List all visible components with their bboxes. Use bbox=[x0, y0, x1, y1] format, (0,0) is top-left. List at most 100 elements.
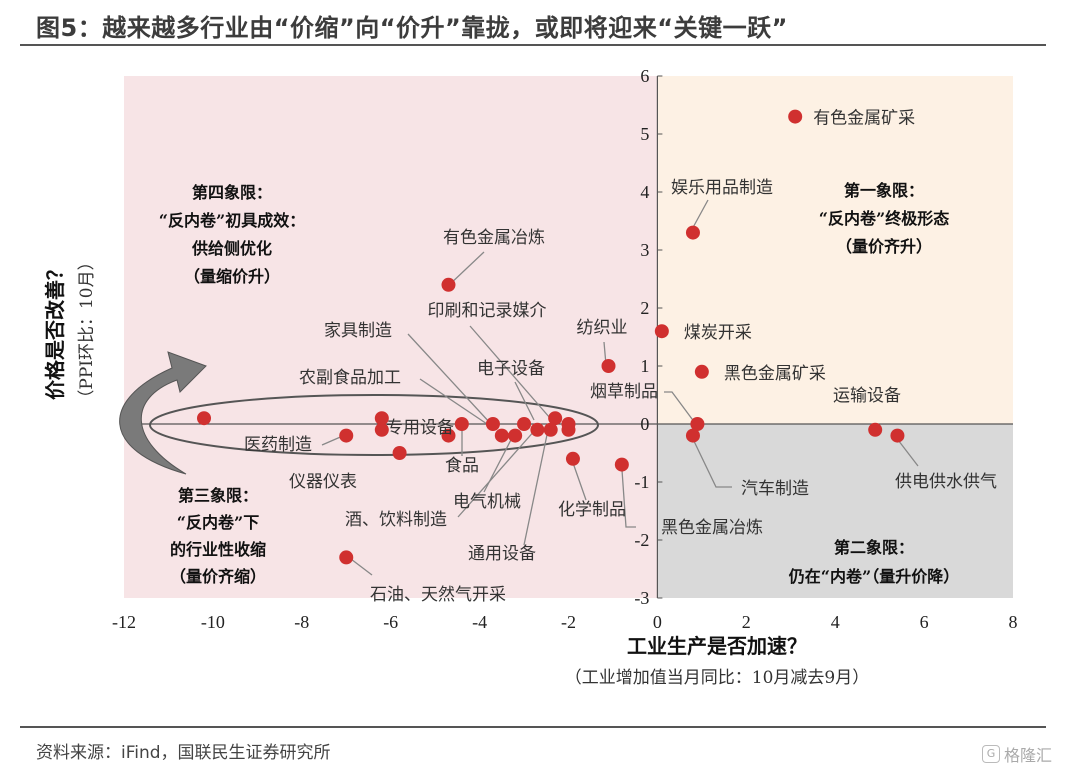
y-tick-label: 1 bbox=[640, 356, 649, 376]
x-tick-label: -12 bbox=[112, 612, 136, 632]
leader-line bbox=[571, 459, 587, 501]
leader-line bbox=[621, 469, 636, 528]
quadrant-2-label: 第二象限： 仍在“内卷”（量升价降） bbox=[788, 538, 959, 586]
quadrant-4-background bbox=[124, 76, 658, 424]
leader-line bbox=[469, 325, 551, 419]
data-points bbox=[197, 109, 905, 565]
title-rule bbox=[20, 44, 1046, 46]
leader-line bbox=[457, 428, 537, 518]
watermark-text: 格隆汇 bbox=[1003, 746, 1052, 765]
y-tick-label: -1 bbox=[634, 472, 649, 492]
x-tick-labels: -12 -10 -8 -6 -4 -2 0 2 4 6 8 bbox=[112, 612, 1018, 632]
data-point bbox=[543, 422, 558, 437]
quadrant-text-line: 第一象限： bbox=[844, 181, 924, 200]
quadrant-text-line: （量缩价升） bbox=[184, 267, 280, 286]
point-label: 煤炭开采 bbox=[684, 323, 752, 343]
quadrant-3-background bbox=[124, 424, 658, 598]
data-point bbox=[694, 364, 709, 379]
y-tick-label: 5 bbox=[640, 124, 649, 144]
data-point bbox=[392, 446, 407, 460]
data-point bbox=[197, 411, 212, 426]
point-label: 医药制造 bbox=[244, 435, 312, 455]
x-tick-label: -8 bbox=[294, 612, 309, 632]
data-point bbox=[374, 422, 389, 437]
x-tick-label: -2 bbox=[561, 612, 576, 632]
point-label: 食品 bbox=[445, 456, 479, 476]
quadrant-4-label: 第四象限： “反内卷”初具成效： 供给侧优化 （量缩价升） bbox=[159, 183, 305, 286]
y-tick-label: -3 bbox=[634, 588, 649, 608]
y-axis-subtitle: （PPI环比：10月） bbox=[77, 253, 97, 406]
quadrant-text-line: （量价齐升） bbox=[836, 237, 932, 256]
watermark-logo-icon: G bbox=[981, 745, 1000, 763]
x-tick-label: 8 bbox=[1009, 612, 1018, 632]
quadrant-text-line: 仍在“内卷”（量升价降） bbox=[788, 567, 959, 586]
data-point bbox=[614, 457, 629, 472]
x-tick-label: -10 bbox=[201, 612, 225, 632]
point-label: 农副食品加工 bbox=[299, 368, 401, 388]
x-tick-label: 6 bbox=[920, 612, 929, 632]
data-point bbox=[441, 277, 456, 292]
point-label: 家具制造 bbox=[324, 321, 392, 341]
data-point bbox=[565, 451, 580, 466]
data-point bbox=[517, 417, 532, 431]
leader-line bbox=[523, 429, 549, 546]
footer-rule bbox=[20, 726, 1046, 728]
point-label: 专用设备 bbox=[386, 418, 454, 438]
leader-line bbox=[691, 436, 732, 488]
y-tick-label: 3 bbox=[640, 240, 649, 260]
point-label: 电子设备 bbox=[477, 359, 545, 379]
x-axis-subtitle: （工业增加值当月同比：10月减去9月） bbox=[565, 668, 869, 688]
data-point bbox=[441, 428, 456, 443]
point-label: 电气机械 bbox=[453, 492, 521, 512]
data-point bbox=[548, 411, 563, 426]
data-point bbox=[454, 417, 469, 431]
curved-arrow-icon bbox=[119, 351, 207, 475]
y-axis-title: 价格是否改善？ bbox=[43, 260, 67, 400]
point-label: 有色金属冶炼 bbox=[443, 228, 545, 248]
point-label: 通用设备 bbox=[468, 544, 536, 564]
data-point bbox=[339, 428, 354, 443]
point-label: 供电供水供气 bbox=[895, 472, 997, 492]
data-point bbox=[868, 422, 883, 437]
quadrant-text-line: 第二象限： bbox=[834, 538, 914, 557]
data-point bbox=[890, 428, 905, 443]
y-tick-labels: -3 -2 -1 0 1 2 3 4 5 6 bbox=[634, 66, 663, 608]
point-label: 酒、饮料制造 bbox=[345, 510, 447, 530]
x-tick-label: -4 bbox=[472, 612, 487, 632]
quadrant-2-background bbox=[657, 424, 1013, 598]
quadrant-text-line: 第四象限： bbox=[192, 183, 272, 202]
y-tick-label: 2 bbox=[640, 298, 649, 318]
data-point bbox=[485, 417, 500, 431]
chart-title: 图5：越来越多行业由“价缩”向“价升”靠拢，或即将迎来“关键一跃” bbox=[36, 14, 788, 42]
data-point bbox=[601, 359, 616, 373]
quadrant-text-line: 第三象限： bbox=[178, 486, 258, 505]
point-label: 烟草制品 bbox=[590, 382, 658, 402]
leader-line bbox=[407, 333, 492, 425]
data-point bbox=[685, 428, 700, 443]
quadrant-text-line: 的行业性收缩 bbox=[170, 540, 266, 559]
data-point bbox=[374, 411, 389, 426]
leader-line bbox=[447, 251, 485, 287]
x-tick-label: 2 bbox=[742, 612, 751, 632]
quadrant-1-background bbox=[657, 76, 1013, 424]
quadrant-text-line: 供给侧优化 bbox=[191, 239, 272, 258]
quadrant-text-line: “反内卷”下 bbox=[177, 513, 259, 532]
data-point bbox=[561, 422, 576, 437]
y-tick-label: 6 bbox=[640, 66, 649, 86]
point-label: 运输设备 bbox=[833, 386, 901, 406]
data-point bbox=[788, 109, 803, 124]
data-point bbox=[654, 324, 669, 339]
point-label: 石油、天然气开采 bbox=[370, 585, 506, 605]
point-label: 黑色金属冶炼 bbox=[661, 518, 763, 538]
point-label: 黑色金属矿采 bbox=[724, 364, 826, 384]
quadrant-1-label: 第一象限： “反内卷”终极形态 （量价齐升） bbox=[819, 181, 949, 256]
cluster-ellipse bbox=[149, 394, 599, 456]
point-label: 化学制品 bbox=[558, 500, 626, 520]
data-point bbox=[685, 225, 700, 240]
y-tick-label: 0 bbox=[640, 414, 649, 434]
y-tick-label: 4 bbox=[640, 182, 649, 202]
data-point bbox=[494, 428, 509, 443]
source-note: 资料来源：iFind，国联民生证券研究所 bbox=[36, 743, 331, 763]
